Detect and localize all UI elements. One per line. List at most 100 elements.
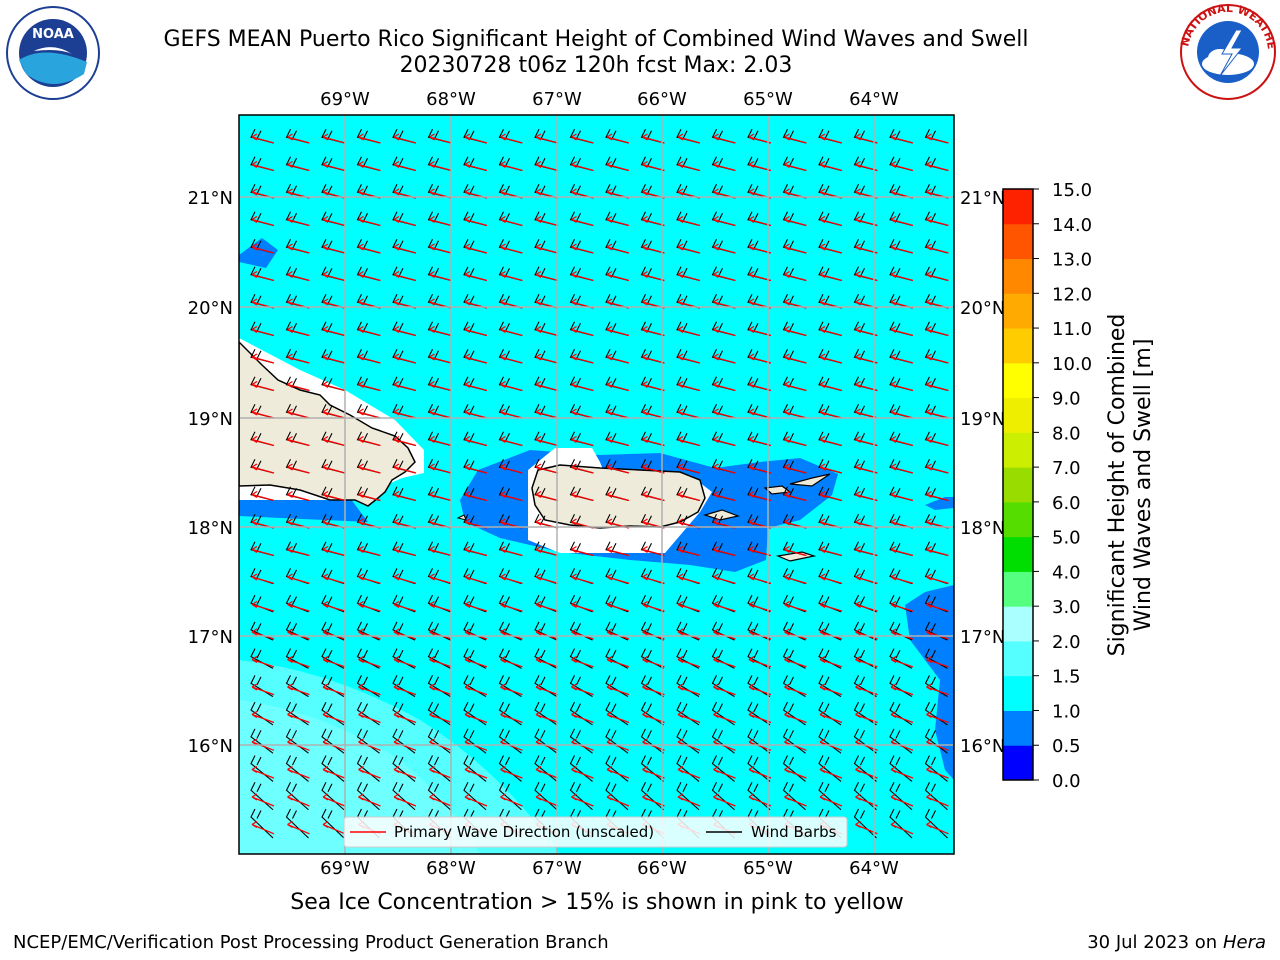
wave-direction-arrow bbox=[642, 463, 665, 474]
wind-barb bbox=[285, 128, 309, 144]
wind-barb bbox=[498, 701, 522, 726]
wave-direction-arrow bbox=[287, 270, 310, 282]
wave-direction-arrow bbox=[464, 628, 488, 640]
wave-direction-arrow bbox=[855, 820, 878, 835]
wave-direction-arrow bbox=[322, 765, 346, 779]
wind-barb bbox=[321, 541, 345, 556]
wind-barb bbox=[534, 458, 558, 474]
wind-barb bbox=[356, 458, 380, 474]
wind-barb bbox=[747, 541, 771, 556]
wind-barb bbox=[321, 568, 345, 585]
wave-direction-arrow bbox=[571, 490, 594, 502]
wind-barb bbox=[818, 755, 842, 782]
wave-direction-arrow bbox=[606, 545, 630, 557]
wind-barb bbox=[711, 183, 735, 199]
wind-barb bbox=[889, 238, 913, 254]
wave-direction-arrow bbox=[500, 573, 523, 584]
wave-direction-arrow bbox=[855, 545, 878, 557]
wind-barb bbox=[392, 808, 416, 839]
colorbar-swatch bbox=[1003, 606, 1033, 642]
wind-barb bbox=[605, 728, 629, 754]
wind-barb bbox=[676, 808, 700, 839]
wave-direction-arrow bbox=[464, 655, 488, 668]
wind-barb bbox=[924, 266, 948, 281]
wave-direction-arrow bbox=[500, 518, 523, 529]
colorbar-swatch bbox=[1003, 710, 1033, 746]
wave-direction-arrow bbox=[677, 160, 701, 172]
wave-direction-arrow bbox=[713, 793, 736, 807]
wind-barb bbox=[747, 755, 771, 782]
wind-barb bbox=[569, 728, 593, 754]
wave-direction-arrow bbox=[713, 573, 736, 584]
wind-barb bbox=[498, 541, 522, 556]
wave-direction-arrow bbox=[926, 298, 949, 309]
wind-barb bbox=[534, 156, 558, 171]
wind-barb bbox=[569, 675, 593, 698]
wind-barb bbox=[285, 183, 309, 199]
lat-label-left: 19°N bbox=[188, 409, 233, 430]
wave-direction-arrow bbox=[855, 655, 878, 668]
wave-direction-arrow bbox=[322, 133, 346, 144]
wind-barb bbox=[498, 156, 522, 171]
colorbar-swatch bbox=[1003, 640, 1033, 677]
wave-direction-arrow bbox=[571, 270, 594, 282]
wind-barb bbox=[782, 648, 806, 669]
wave-direction-arrow bbox=[819, 820, 843, 835]
wave-direction-arrow bbox=[571, 793, 594, 807]
wave-direction-arrow bbox=[358, 243, 381, 254]
colorbar-ticks: 0.0 0.5 1.0 1.5 2.0 3.0 4.0 5.0 6.0 7.0 8.0 9.0 10.0… bbox=[1033, 180, 1092, 792]
wave-direction-arrow bbox=[358, 160, 381, 172]
wave-direction-arrow bbox=[819, 380, 843, 392]
wave-direction-arrow bbox=[784, 765, 807, 779]
wind-barb bbox=[853, 321, 877, 336]
wind-barb bbox=[605, 701, 629, 726]
wave-direction-arrow bbox=[251, 215, 275, 227]
wave-direction-arrow bbox=[322, 243, 346, 254]
wave-direction-arrow bbox=[642, 683, 665, 696]
wind-barb bbox=[321, 701, 345, 726]
wave-direction-arrow bbox=[606, 270, 630, 282]
wave-direction-arrow bbox=[926, 600, 949, 612]
wave-direction-arrow bbox=[464, 765, 488, 779]
wind-barb bbox=[711, 376, 735, 391]
wind-barb bbox=[250, 513, 274, 529]
wind-barb bbox=[818, 486, 842, 501]
wind-barb bbox=[676, 403, 700, 419]
wind-barb bbox=[356, 238, 380, 254]
ocean-field bbox=[239, 115, 954, 854]
wind-barb bbox=[924, 782, 948, 811]
wave-direction-arrow bbox=[358, 270, 381, 282]
wind-barb bbox=[534, 701, 558, 726]
wind-barb bbox=[605, 782, 629, 811]
wind-barb bbox=[250, 568, 274, 585]
wind-barb bbox=[818, 293, 842, 309]
wave-direction-arrow bbox=[322, 628, 346, 640]
colorbar-tick-label: 0.5 bbox=[1052, 736, 1081, 757]
wind-barb bbox=[463, 568, 487, 585]
wave-direction-arrow bbox=[855, 600, 878, 612]
wind-barb bbox=[640, 431, 664, 446]
wave-direction-arrow bbox=[358, 380, 381, 392]
wave-direction-arrow bbox=[713, 600, 736, 612]
wave-direction-arrow bbox=[890, 243, 914, 254]
wave-direction-arrow bbox=[322, 545, 346, 557]
wave-direction-arrow bbox=[642, 380, 665, 392]
wave-direction-arrow bbox=[571, 628, 594, 640]
wave-direction-arrow bbox=[429, 215, 452, 227]
wave-direction-arrow bbox=[322, 270, 346, 282]
wind-barb bbox=[463, 156, 487, 171]
host-name: Hera bbox=[1222, 932, 1266, 953]
wave-direction-arrow bbox=[535, 353, 559, 364]
wave-direction-arrow bbox=[606, 628, 630, 640]
wave-direction-arrow bbox=[748, 133, 772, 144]
wind-barb bbox=[924, 675, 948, 698]
wind-barb bbox=[285, 348, 309, 364]
wind-barb bbox=[818, 513, 842, 529]
wave-direction-arrow bbox=[393, 408, 417, 419]
wind-barb bbox=[924, 701, 948, 726]
wave-direction-arrow bbox=[713, 655, 736, 668]
wave-direction-arrow bbox=[464, 215, 488, 227]
wave-direction-arrow bbox=[322, 738, 346, 751]
wave-direction-arrow bbox=[642, 655, 665, 668]
wave-direction-arrow bbox=[855, 628, 878, 640]
